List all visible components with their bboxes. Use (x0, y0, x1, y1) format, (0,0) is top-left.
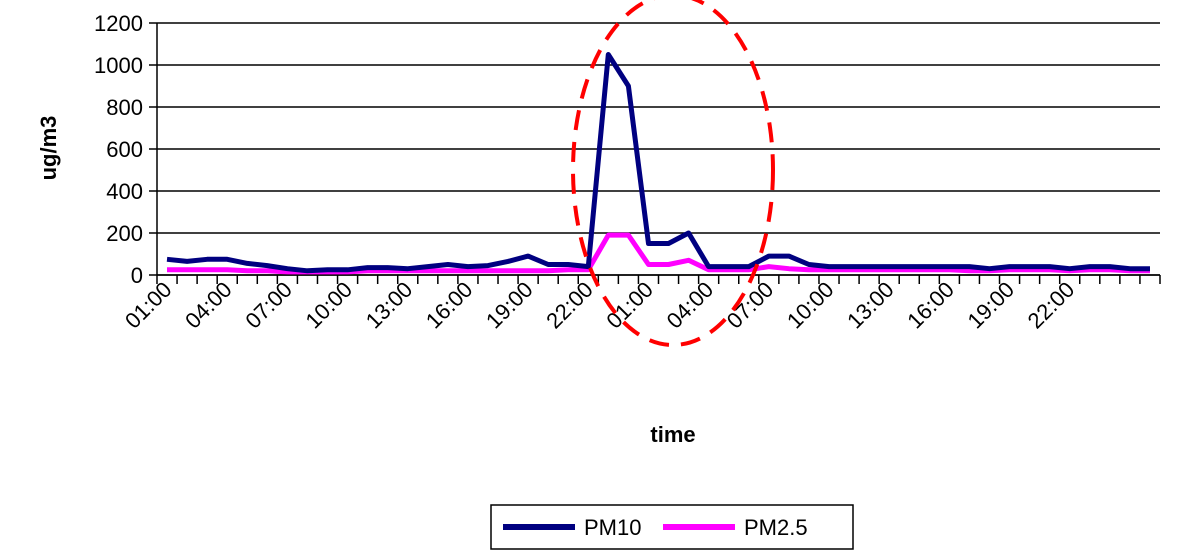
legend-label-pm25: PM2.5 (744, 515, 808, 540)
x-tick-label: 10:00 (782, 277, 839, 334)
series-lines (166, 52, 1150, 275)
peak-highlight-ellipse (571, 0, 775, 347)
x-axis-ticks (156, 275, 1161, 284)
y-tick-label: 400 (106, 179, 143, 204)
x-tick-label: 22:00 (541, 277, 598, 334)
x-tick-label: 19:00 (481, 277, 538, 334)
x-tick-label: 04:00 (662, 277, 719, 334)
x-tick-label: 16:00 (902, 277, 959, 334)
x-tick-label: 07:00 (722, 277, 779, 334)
y-tick-label: 1200 (94, 11, 143, 36)
series-line-pm10 (166, 52, 1150, 274)
x-tick-label: 13:00 (361, 277, 418, 334)
x-axis-title: time (650, 422, 695, 447)
y-tick-label: 200 (106, 221, 143, 246)
x-tick-label: 13:00 (842, 277, 899, 334)
legend: PM10 PM2.5 (490, 504, 854, 550)
y-tick-label: 1000 (94, 53, 143, 78)
axes (156, 23, 1160, 276)
x-tick-label: 16:00 (421, 277, 478, 334)
x-tick-label: 19:00 (962, 277, 1019, 334)
legend-label-pm10: PM10 (584, 515, 641, 540)
y-tick-labels: 0 200 400 600 800 1000 1200 (94, 11, 143, 288)
y-tick-label: 600 (106, 137, 143, 162)
y-tick-label: 0 (131, 263, 143, 288)
x-tick-label: 22:00 (1023, 277, 1080, 334)
x-tick-label: 04:00 (180, 277, 237, 334)
gridlines (149, 22, 1160, 276)
x-tick-label: 01:00 (120, 277, 177, 334)
y-axis-title: ug/m3 (36, 116, 61, 181)
x-tick-label: 07:00 (240, 277, 297, 334)
y-tick-label: 800 (106, 95, 143, 120)
x-tick-label: 10:00 (300, 277, 357, 334)
